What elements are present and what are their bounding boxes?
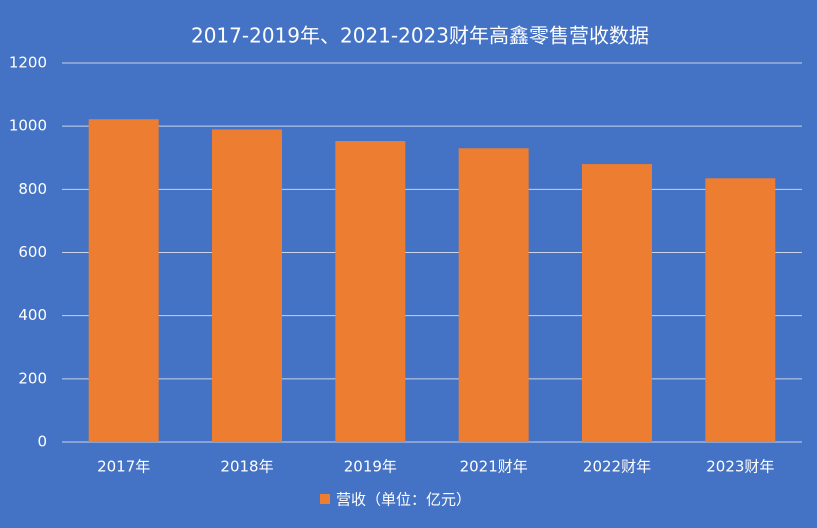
y-tick-label: 200 [18,369,47,387]
x-tick-label: 2019年 [344,458,397,476]
bar [88,119,159,443]
x-tick-label: 2023财年 [706,458,774,476]
x-tick-label: 2021财年 [460,458,528,476]
x-tick-label: 2018年 [220,458,273,476]
x-tick-label: 2022财年 [583,458,651,476]
bar [705,178,776,442]
y-tick-label: 400 [18,306,47,324]
legend-swatch [320,494,330,504]
bar [335,141,406,442]
y-tick-label: 800 [18,180,47,198]
x-tick-label: 2017年 [97,458,150,476]
bar [212,129,282,442]
bar [458,148,529,442]
legend-label: 营收（单位：亿元） [336,491,471,509]
y-tick-label: 1000 [9,117,47,135]
chart-title: 2017-2019年、2021-2023财年高鑫零售营收数据 [191,24,649,48]
y-tick-label: 600 [18,243,47,261]
y-tick-label: 1200 [9,54,47,72]
bar [582,164,652,443]
y-tick-label: 0 [37,433,47,451]
